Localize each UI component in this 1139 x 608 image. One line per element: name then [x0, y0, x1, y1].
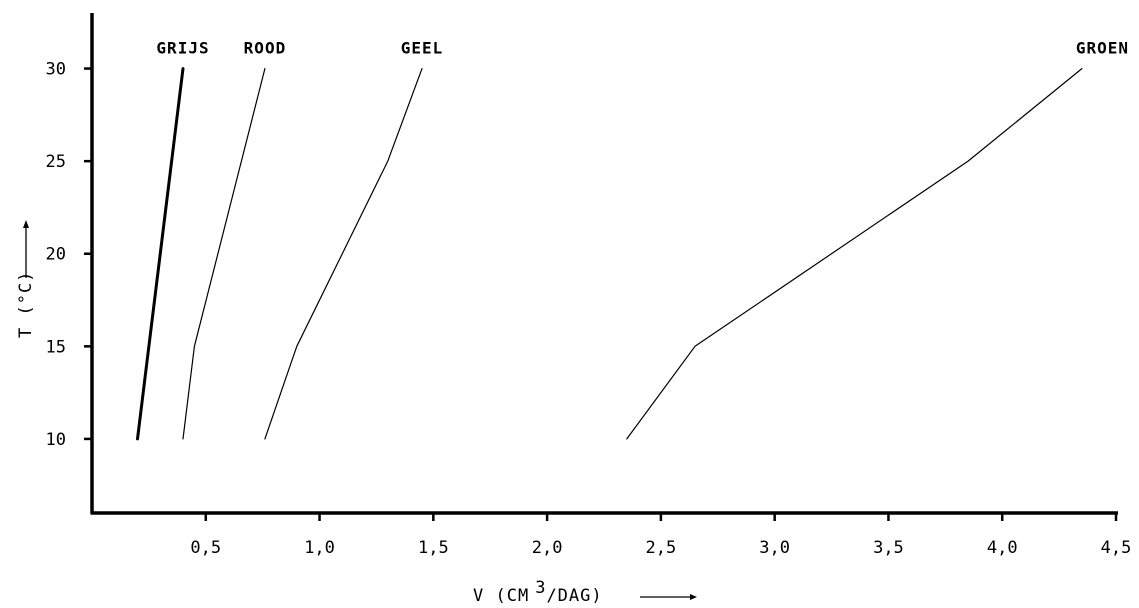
y-tick-label: 30	[46, 60, 66, 80]
x-axis-title: V (CM 3/DAG)	[473, 578, 603, 606]
x-tick-label: 3,0	[759, 538, 790, 558]
x-axis-arrowhead	[690, 594, 697, 600]
y-tick-label: 10	[46, 430, 66, 450]
x-tick-label: 2,0	[532, 538, 563, 558]
y-tick-label: 25	[46, 152, 66, 172]
series-group	[136, 67, 1083, 441]
series-line-geel	[264, 67, 423, 440]
y-axis-arrowhead	[23, 220, 29, 228]
axes	[90, 13, 1118, 515]
series-label-rood: ROOD	[244, 39, 287, 58]
x-tick-label: 1,5	[418, 538, 449, 558]
series-label-groen: GROEN	[1076, 39, 1129, 58]
series-label-geel: GEEL	[401, 39, 444, 58]
x-tick-label: 0,5	[190, 538, 221, 558]
y-tick-label: 15	[46, 337, 66, 357]
y-axis-title: T (°C)	[16, 271, 36, 338]
x-tick-label: 2,5	[646, 538, 677, 558]
x-tick-label: 4,5	[1101, 538, 1132, 558]
x-tick-label: 4,0	[987, 538, 1018, 558]
series-line-grijs	[136, 67, 185, 441]
x-tick-label: 3,5	[873, 538, 904, 558]
series-labels: GRIJS ROOD GEEL GROEN	[156, 39, 1129, 58]
x-axis-title-tail: /DAG)	[546, 586, 602, 606]
series-line-rood	[182, 67, 266, 440]
series-label-grijs: GRIJS	[156, 39, 209, 58]
ticks: 0,5 1,0 1,5 2,0 2,5 3,0 3,5 4,0 4,5 10 15 20 25 30	[46, 60, 1132, 558]
y-tick-label: 20	[46, 245, 66, 265]
series-line-groen	[626, 67, 1083, 440]
x-axis-title-superscript: 3	[535, 578, 546, 598]
x-axis-title-main: V (CM	[473, 586, 529, 606]
x-tick-label: 1,0	[304, 538, 335, 558]
